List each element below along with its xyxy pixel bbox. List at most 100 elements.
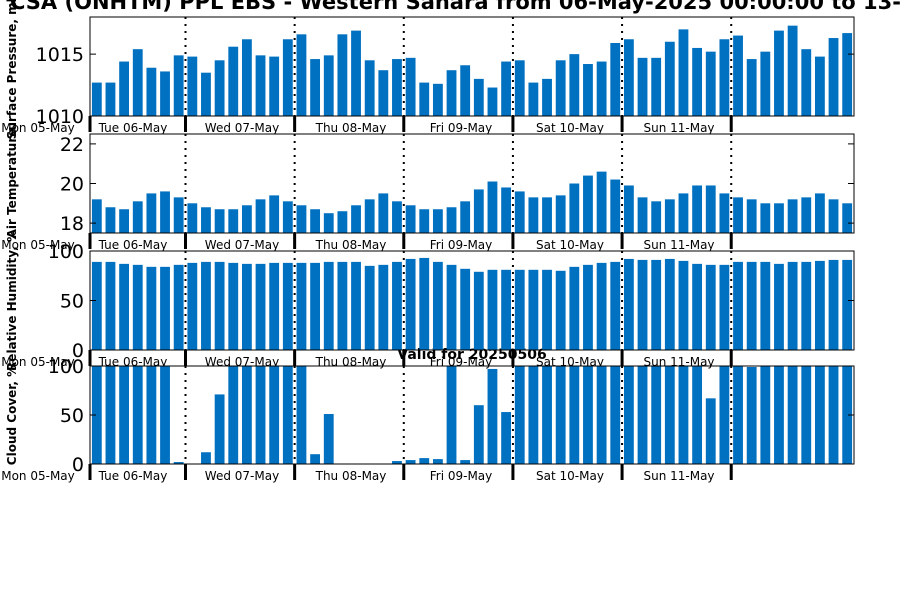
bar [760,203,771,233]
y-axis-label: Surface Pressure, mb [5,0,19,139]
bar [323,55,334,116]
bar [201,72,211,116]
bar [651,57,662,116]
bar [705,185,716,233]
bar [555,366,566,464]
bar [228,262,239,350]
day-label: Tue 06-May [98,121,168,135]
bar [351,261,361,350]
bar [255,199,266,233]
bar [91,261,102,350]
bar [555,270,566,350]
day-label: Fri 09-May [430,121,493,135]
bar [528,82,539,116]
bar [241,205,252,233]
bar [146,67,157,116]
bar [664,41,675,116]
bar [623,185,634,233]
bar [569,183,580,233]
bar [692,366,703,464]
bar [637,197,648,233]
bar [651,259,662,350]
bar [364,60,375,116]
bar [746,261,757,350]
bar [173,264,184,350]
panel-2: 18 20 22 Mon 05-May Tue 06-May Wed 07-May Thu … [1,129,855,252]
bar [173,55,184,116]
bar [692,185,703,233]
valid-for-label: Valid for 20250506 [397,347,546,363]
bar [460,201,471,233]
day-label: Wed 07-May [205,238,279,252]
bar [105,261,116,350]
bar [119,263,130,350]
bar [378,193,389,233]
bar [405,57,416,116]
bar [255,55,266,116]
day-label: Thu 08-May [315,469,387,483]
bar [173,197,184,233]
bar [583,264,593,350]
bar [214,261,225,350]
y-tick-label: 0 [72,340,84,362]
bar [596,262,607,350]
bar [160,266,170,350]
bar [419,82,430,116]
day-label: Fri 09-May [430,238,493,252]
bar [760,261,771,350]
bar [187,203,198,233]
bar [801,197,812,233]
y-axis-label: Cloud Cover, % [5,365,19,465]
bar [214,394,225,464]
bar [623,366,634,464]
bar [173,462,184,464]
bar [814,366,825,464]
day-label: Sun 11-May [643,469,714,483]
bar [801,366,812,464]
bar [542,269,552,350]
bar [583,64,593,116]
bar [664,258,675,350]
bar [733,261,743,350]
bar [787,261,798,350]
bar [733,197,743,233]
bar [160,71,170,116]
day-label: Sat 10-May [536,238,604,252]
y-tick-label: 50 [60,405,84,427]
bar [692,47,703,116]
bar [432,261,443,350]
y-tick-label: 18 [60,213,84,235]
bar [119,209,130,233]
bar [774,366,784,464]
bar [241,366,252,464]
bar [733,35,743,117]
bar [719,366,730,464]
bar [146,266,157,350]
bar [310,454,321,464]
bar [814,193,825,233]
bar [514,60,525,116]
bar [664,366,675,464]
bar [228,209,239,233]
bar [787,199,798,233]
bar [296,262,307,350]
bar [555,195,566,233]
day-label: Wed 07-May [205,121,279,135]
bar [678,193,689,233]
bar [501,187,512,233]
bar [473,405,484,464]
bar [201,261,211,350]
bar [487,368,498,464]
bar [296,34,307,116]
bar [746,59,757,116]
bar [419,257,430,350]
bar [405,205,416,233]
bar [774,203,784,233]
bar [501,412,512,464]
bar [119,61,130,116]
bar [214,209,225,233]
day-label: Thu 08-May [315,238,387,252]
bar [419,209,430,233]
